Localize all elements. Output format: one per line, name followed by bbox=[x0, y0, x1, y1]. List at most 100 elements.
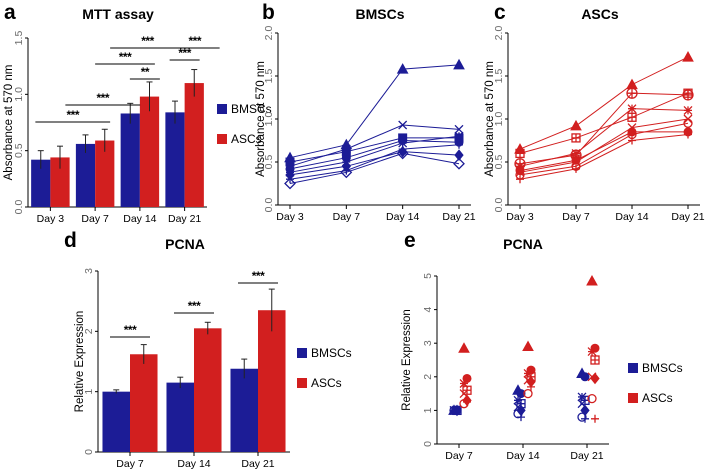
y-tick-label-c: 0.0 bbox=[493, 198, 505, 213]
data-point-e bbox=[581, 414, 589, 423]
data-point-b bbox=[398, 138, 408, 148]
panel-label-b: b bbox=[262, 1, 275, 24]
x-tick-label-b: Day 3 bbox=[276, 211, 304, 223]
bar-d bbox=[102, 391, 130, 452]
x-tick-label-c: Day 7 bbox=[562, 211, 590, 223]
data-point-e bbox=[459, 399, 469, 409]
data-point-c bbox=[571, 148, 581, 158]
panel-b: b BMSCs 0.0 0.5 1.0 1.5 2.0 Absorbance at 570 n… bbox=[255, 1, 476, 223]
panel-label-a: a bbox=[4, 1, 16, 24]
legend-label-a: ASCs bbox=[231, 132, 262, 146]
y-tick-label-e: 4 bbox=[422, 307, 434, 313]
x-tick-label-a: Day 21 bbox=[168, 213, 201, 225]
significance-label-a: *** bbox=[141, 34, 154, 48]
bar-d bbox=[258, 310, 286, 452]
series-line-b bbox=[289, 144, 460, 180]
data-point-b bbox=[340, 166, 353, 179]
legend-label-e: ASCs bbox=[642, 391, 673, 405]
series-line-b bbox=[289, 135, 460, 173]
data-point-c bbox=[627, 104, 637, 114]
series-line-c bbox=[519, 122, 689, 176]
data-point-c bbox=[683, 105, 693, 115]
series-line-c bbox=[519, 118, 689, 173]
panel-c: c ASCs 0.0 0.5 1.0 1.5 2.0 Absorbance at 570 nm… bbox=[484, 1, 705, 223]
y-tick-label-a: 0.0 bbox=[13, 200, 25, 215]
data-point-b bbox=[455, 140, 463, 149]
x-tick-label-b: Day 7 bbox=[333, 211, 361, 223]
data-point-e bbox=[522, 340, 534, 352]
y-tick-label-b: 0.0 bbox=[263, 198, 275, 213]
x-tick-label-b: Day 14 bbox=[386, 211, 419, 223]
legend-swatch-d bbox=[297, 348, 307, 358]
data-point-e bbox=[586, 275, 598, 286]
data-point-e bbox=[587, 393, 597, 404]
bar-a bbox=[50, 157, 70, 207]
significance-label-d: *** bbox=[252, 269, 265, 283]
data-point-c bbox=[572, 133, 580, 142]
data-point-b bbox=[454, 131, 464, 141]
chart-title-e: PCNA bbox=[503, 236, 543, 252]
y-tick-label-e: 5 bbox=[422, 273, 434, 279]
bar-a bbox=[139, 96, 160, 207]
data-point-b bbox=[454, 124, 464, 134]
data-point-b bbox=[454, 149, 464, 161]
y-tick-label-d: 1 bbox=[83, 389, 95, 395]
data-point-b bbox=[398, 120, 408, 130]
series-line-c bbox=[519, 133, 689, 180]
panel-d: d PCNA 0 1 2 3 Relative Expression Day 7 Day 14 D… bbox=[64, 229, 352, 469]
significance-label-d: *** bbox=[188, 299, 201, 313]
bar-a bbox=[95, 140, 115, 207]
x-tick-label-b: Day 21 bbox=[442, 211, 475, 223]
significance-label-d: *** bbox=[124, 323, 137, 337]
data-point-b bbox=[453, 157, 465, 170]
y-tick-label-b: 1.0 bbox=[263, 112, 275, 127]
y-tick-label-d: 0 bbox=[83, 449, 95, 455]
series-line-b bbox=[289, 139, 460, 170]
series-line-c bbox=[519, 131, 688, 172]
chart-title-a: MTT assay bbox=[82, 6, 154, 22]
legend-swatch-a bbox=[217, 134, 227, 144]
x-tick-label-c: Day 3 bbox=[506, 211, 534, 223]
data-point-e bbox=[577, 412, 587, 422]
y-axis-label-d: Relative Expression bbox=[74, 311, 86, 413]
x-tick-label-e: Day 21 bbox=[570, 450, 603, 462]
series-line-b bbox=[289, 152, 460, 184]
y-tick-label-e: 2 bbox=[422, 374, 434, 380]
y-tick-label-e: 0 bbox=[422, 441, 434, 447]
y-tick-label-b: 0.5 bbox=[263, 155, 275, 170]
bar-a bbox=[120, 113, 140, 207]
legend-label-a: BMSCs bbox=[231, 102, 272, 116]
series-line-b bbox=[289, 137, 459, 163]
legend-swatch-e bbox=[628, 393, 638, 403]
panel-e: e PCNA 0 1 2 3 4 5 Relative Expression Day 7 Day 1… bbox=[401, 229, 683, 462]
significance-label-a: *** bbox=[96, 91, 109, 105]
bar-d bbox=[194, 328, 222, 452]
chart-title-d: PCNA bbox=[165, 236, 205, 252]
bar-d bbox=[230, 368, 258, 452]
y-tick-label-e: 3 bbox=[422, 340, 434, 346]
significance-label-a: *** bbox=[119, 50, 132, 64]
data-point-b bbox=[284, 177, 296, 190]
y-tick-label-c: 1.5 bbox=[493, 69, 505, 84]
significance-label-a: *** bbox=[66, 108, 79, 122]
x-tick-label-e: Day 14 bbox=[506, 450, 539, 462]
y-tick-label-d: 2 bbox=[83, 328, 95, 334]
data-point-c bbox=[683, 118, 693, 128]
significance-label-a: *** bbox=[188, 34, 201, 48]
data-point-e bbox=[590, 372, 600, 385]
bar-d bbox=[166, 382, 194, 452]
data-point-c bbox=[628, 136, 636, 145]
legend-swatch-d bbox=[297, 378, 307, 388]
data-point-e bbox=[587, 347, 597, 357]
bar-a bbox=[75, 143, 96, 207]
data-point-e bbox=[462, 373, 472, 383]
data-point-c bbox=[684, 130, 692, 139]
legend-swatch-a bbox=[217, 104, 227, 114]
bar-a bbox=[184, 83, 204, 207]
x-tick-label-d: Day 21 bbox=[241, 458, 274, 469]
y-tick-label-b: 1.5 bbox=[263, 69, 275, 84]
x-tick-label-a: Day 14 bbox=[123, 213, 156, 225]
data-point-b bbox=[396, 63, 409, 74]
